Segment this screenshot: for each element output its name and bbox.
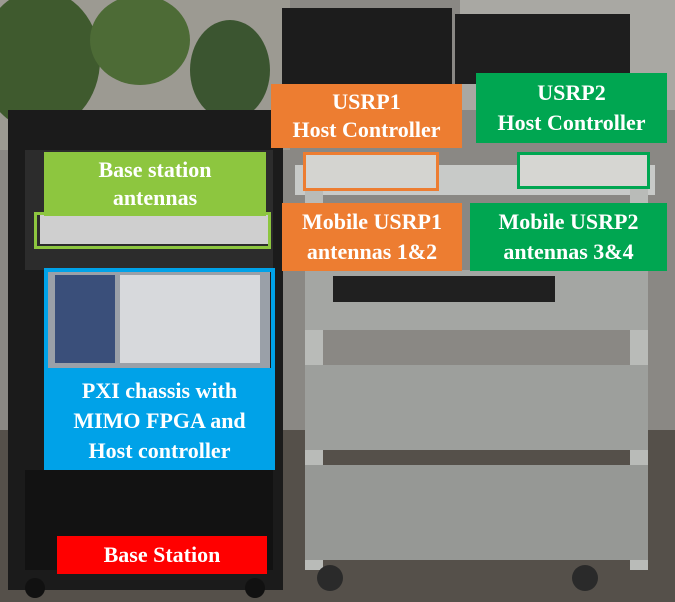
pxi-controller-module <box>55 275 115 363</box>
keyboard <box>333 276 555 302</box>
cart-shelf-4 <box>305 465 648 560</box>
monitor-left <box>282 8 452 93</box>
usrp2-host-controller-label: USRP2 Host Controller <box>476 73 667 143</box>
mobile-usrp1-line2: antennas 1&2 <box>306 239 438 264</box>
base-station-usrp-units <box>40 212 268 244</box>
mobile-usrp2-outline <box>517 152 650 189</box>
cart-shelf-3 <box>305 365 648 450</box>
base-station-antennas-line2: antennas <box>112 185 198 210</box>
usrp1-host-controller-label: USRP1 Host Controller <box>271 84 462 148</box>
pxi-chassis-line3: Host controller <box>88 438 231 463</box>
pxi-chassis-line2: MIMO FPGA and <box>73 408 246 433</box>
base-station-text: Base Station <box>103 542 221 567</box>
cart-wheel-left <box>317 565 343 591</box>
base-station-antennas-outline <box>34 212 271 249</box>
pxi-chassis-outline <box>44 268 275 372</box>
mobile-usrp1-antennas-label: Mobile USRP1 antennas 1&2 <box>282 203 462 271</box>
pxi-fpga-modules <box>120 275 260 363</box>
pxi-chassis-label: PXI chassis with MIMO FPGA and Host cont… <box>44 372 275 470</box>
usrp2-host-line2: Host Controller <box>497 110 646 135</box>
base-station-label: Base Station <box>57 536 267 574</box>
base-station-antennas-label: Base station antennas <box>44 152 266 216</box>
mobile-usrp2-line1: Mobile USRP2 <box>498 209 639 234</box>
cart-wheel-right <box>572 565 598 591</box>
plant-foliage <box>0 0 270 130</box>
rack-wheel-right <box>245 578 265 598</box>
mobile-usrp1-unit <box>306 152 436 188</box>
rack-wheel-left <box>25 578 45 598</box>
mobile-usrp1-line1: Mobile USRP1 <box>302 209 442 234</box>
usrp1-host-line1: USRP1 <box>332 89 401 114</box>
usrp1-host-line2: Host Controller <box>292 117 441 142</box>
monitor-right <box>455 14 630 84</box>
base-station-antennas-line1: Base station <box>98 157 212 182</box>
pxi-chassis-line1: PXI chassis with <box>81 378 238 403</box>
mobile-usrp2-antennas-label: Mobile USRP2 antennas 3&4 <box>470 203 667 271</box>
mobile-usrp2-unit <box>518 152 648 188</box>
mobile-usrp1-outline <box>303 152 439 191</box>
usrp2-host-line1: USRP2 <box>537 80 606 105</box>
mobile-usrp2-line2: antennas 3&4 <box>503 239 634 264</box>
